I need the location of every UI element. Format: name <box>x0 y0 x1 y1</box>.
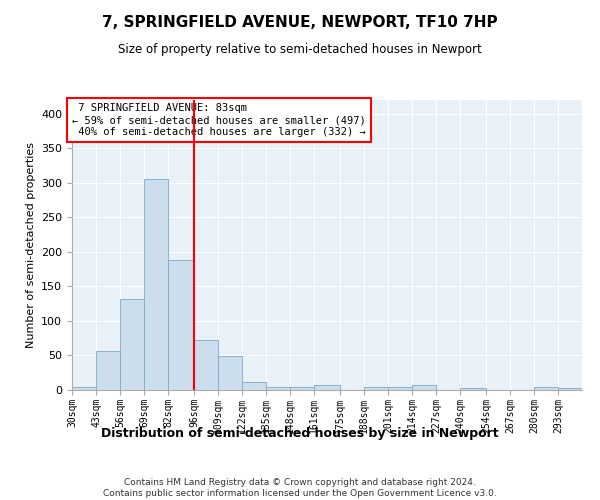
Text: Contains HM Land Registry data © Crown copyright and database right 2024.
Contai: Contains HM Land Registry data © Crown c… <box>103 478 497 498</box>
Text: Size of property relative to semi-detached houses in Newport: Size of property relative to semi-detach… <box>118 42 482 56</box>
Bar <box>242 382 266 390</box>
Text: Distribution of semi-detached houses by size in Newport: Distribution of semi-detached houses by … <box>101 428 499 440</box>
Bar <box>314 385 340 390</box>
Bar <box>120 299 144 390</box>
Bar <box>364 386 388 390</box>
Bar <box>218 356 242 390</box>
Bar <box>144 180 168 390</box>
Bar <box>266 386 290 390</box>
Text: 7, SPRINGFIELD AVENUE, NEWPORT, TF10 7HP: 7, SPRINGFIELD AVENUE, NEWPORT, TF10 7HP <box>102 15 498 30</box>
Text: 7 SPRINGFIELD AVENUE: 83sqm
← 59% of semi-detached houses are smaller (497)
 40%: 7 SPRINGFIELD AVENUE: 83sqm ← 59% of sem… <box>72 104 366 136</box>
Bar <box>168 260 194 390</box>
Bar <box>290 386 314 390</box>
Bar <box>558 388 582 390</box>
Bar <box>460 388 486 390</box>
Y-axis label: Number of semi-detached properties: Number of semi-detached properties <box>26 142 35 348</box>
Bar <box>412 385 436 390</box>
Bar <box>96 350 120 390</box>
Bar <box>534 387 558 390</box>
Bar <box>194 340 218 390</box>
Bar <box>72 386 96 390</box>
Bar <box>388 386 412 390</box>
